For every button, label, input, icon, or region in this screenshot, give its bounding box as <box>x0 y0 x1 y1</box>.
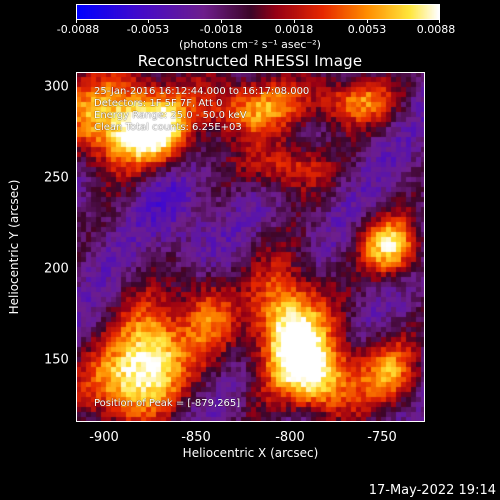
colorbar-tick-label: -0.0018 <box>199 23 243 36</box>
colorbar-tick-label: 0.0053 <box>347 23 387 36</box>
colorbar <box>76 4 440 20</box>
x-tick-label: -750 <box>367 430 397 445</box>
colorbar-tickmark <box>294 19 295 23</box>
y-axis-label: Heliocentric Y (arcsec) <box>7 179 21 315</box>
energy-range-text: Energy Range: 25.0 - 50.0 keV <box>94 110 247 121</box>
x-tick-label: -850 <box>181 430 211 445</box>
detectors-text: Detectors: 1F 5F 7F, Att 0 <box>94 98 223 109</box>
y-tick-label: 150 <box>44 352 69 368</box>
y-tick-label: 300 <box>44 79 69 95</box>
colorbar-tick-label: -0.0088 <box>56 23 100 36</box>
colorbar-tickmark <box>221 19 222 23</box>
y-tick-label: 200 <box>44 261 69 277</box>
peak-position-text: Position of Peak = [-879,265] <box>94 398 241 409</box>
colorbar-tickmark <box>76 19 77 23</box>
colorbar-tick-label: 0.0018 <box>274 23 314 36</box>
x-tick-label: -900 <box>89 430 119 445</box>
colorbar-tickmark <box>367 19 368 23</box>
colorbar-tick-label: 0.0088 <box>416 23 456 36</box>
clean-counts-text: Clean Total counts: 6.25E+03 <box>94 122 242 133</box>
plot-title: Reconstructed RHESSI Image <box>137 52 363 70</box>
timestamp: 17-May-2022 19:14 <box>368 483 496 498</box>
plot-frame <box>76 72 425 422</box>
x-axis-label: Heliocentric X (arcsec) <box>182 446 319 460</box>
y-tick-label: 250 <box>44 170 69 186</box>
colorbar-tick-label: -0.0053 <box>126 23 170 36</box>
time-range-text: 25-Jan-2016 16:12:44.000 to 16:17:08.000 <box>94 86 310 97</box>
rhessi-image <box>76 72 425 422</box>
x-tick-label: -800 <box>275 430 305 445</box>
colorbar-tickmark <box>148 19 149 23</box>
colorbar-units: (photons cm⁻² s⁻¹ asec⁻²) <box>179 38 321 51</box>
colorbar-tickmark <box>439 19 440 23</box>
